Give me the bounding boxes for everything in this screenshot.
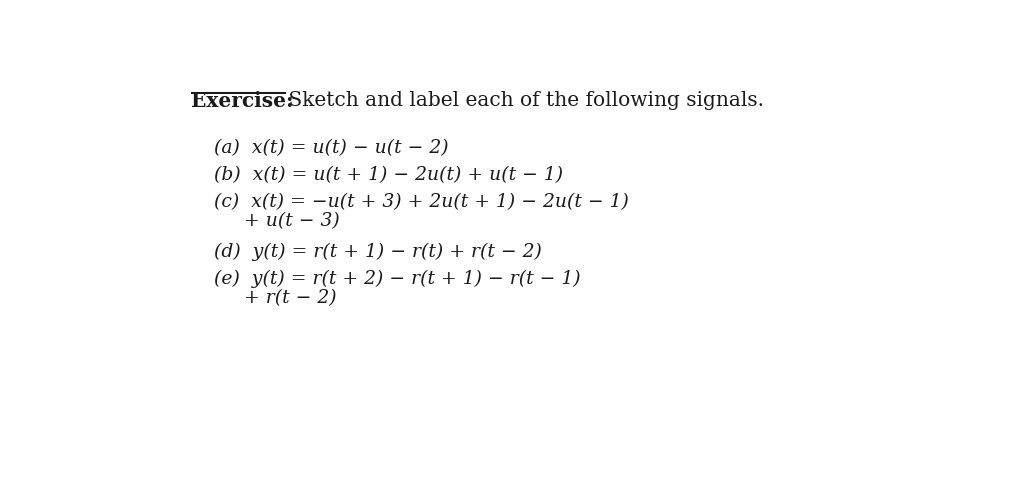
- Text: Exercise:: Exercise:: [191, 91, 293, 111]
- Text: (c)  x(t) = −u(t + 3) + 2u(t + 1) − 2u(t − 1): (c) x(t) = −u(t + 3) + 2u(t + 1) − 2u(t …: [215, 192, 629, 210]
- Text: + r(t − 2): + r(t − 2): [244, 289, 337, 306]
- Text: (a)  x(t) = u(t) − u(t − 2): (a) x(t) = u(t) − u(t − 2): [215, 138, 449, 156]
- Text: (e)  y(t) = r(t + 2) − r(t + 1) − r(t − 1): (e) y(t) = r(t + 2) − r(t + 1) − r(t − 1…: [215, 269, 581, 288]
- Text: + u(t − 3): + u(t − 3): [244, 211, 340, 229]
- Text: Sketch and label each of the following signals.: Sketch and label each of the following s…: [282, 91, 763, 110]
- Text: (d)  y(t) = r(t + 1) − r(t) + r(t − 2): (d) y(t) = r(t + 1) − r(t) + r(t − 2): [215, 242, 542, 261]
- Text: (b)  x(t) = u(t + 1) − 2u(t) + u(t − 1): (b) x(t) = u(t + 1) − 2u(t) + u(t − 1): [215, 165, 563, 183]
